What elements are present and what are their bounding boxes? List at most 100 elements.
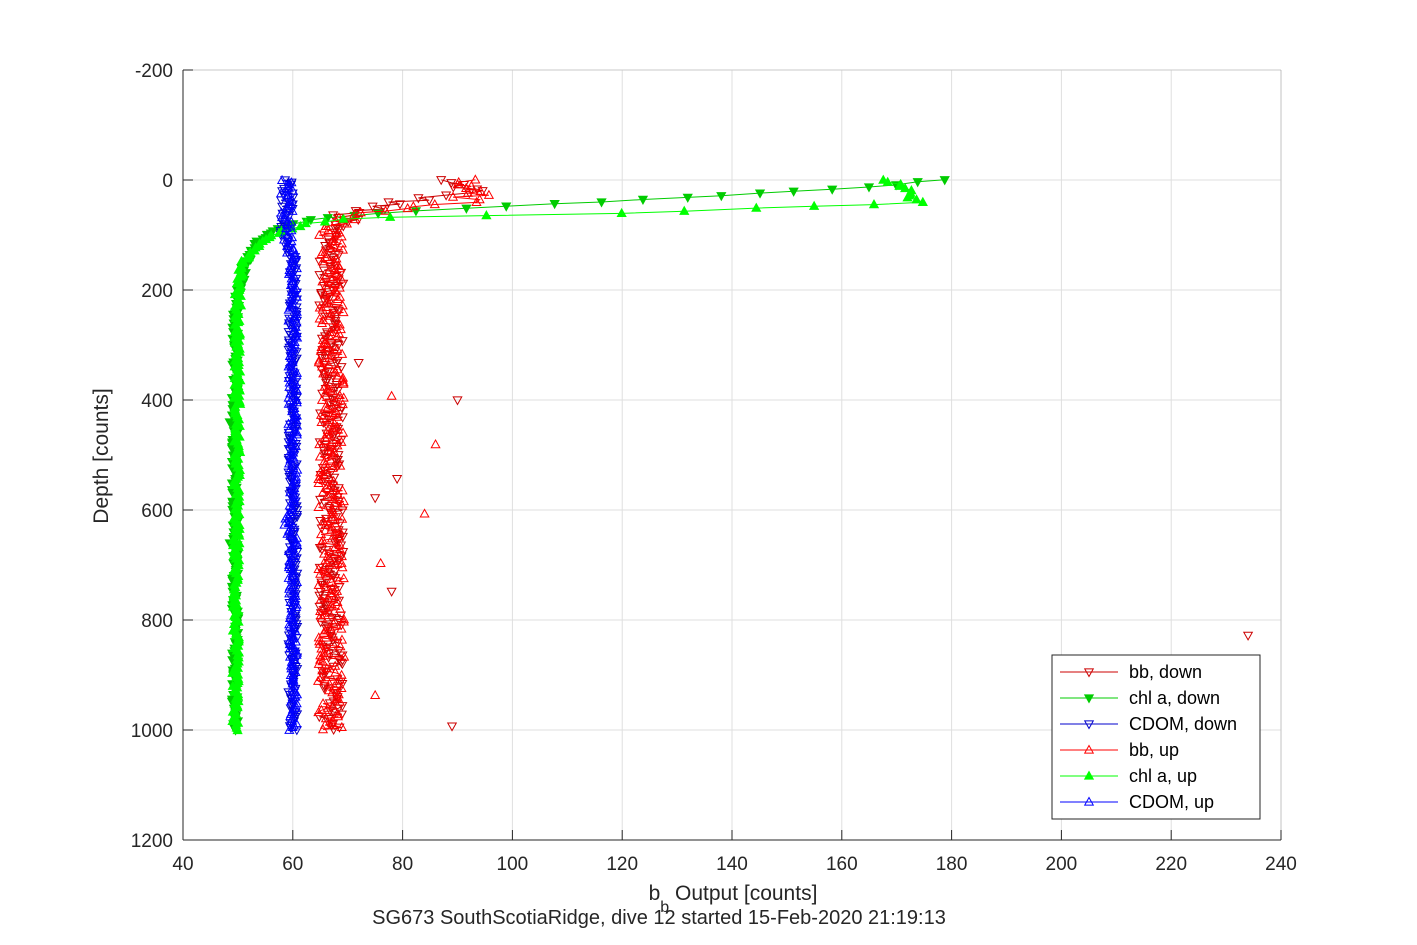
data-point xyxy=(330,667,341,677)
data-point xyxy=(320,401,331,411)
data-point xyxy=(289,251,300,261)
data-point xyxy=(286,199,297,209)
data-point xyxy=(288,432,299,442)
data-point xyxy=(336,682,347,693)
data-point xyxy=(335,603,346,613)
legend-item: CDOM, down xyxy=(1060,714,1237,734)
legend-item: CDOM, up xyxy=(1060,792,1214,812)
data-point xyxy=(312,675,324,685)
data-point xyxy=(276,174,288,185)
data-point xyxy=(315,568,326,578)
data-point xyxy=(338,279,349,289)
data-point xyxy=(291,429,302,439)
data-point xyxy=(917,196,928,206)
data-point xyxy=(283,268,295,278)
data-point xyxy=(324,621,335,631)
data-point xyxy=(549,200,560,210)
x-axis-title-subscript: b xyxy=(660,899,669,916)
data-point xyxy=(330,358,342,368)
data-point xyxy=(326,601,337,611)
data-point xyxy=(320,482,332,492)
data-point xyxy=(325,264,337,275)
data-point xyxy=(402,202,413,213)
data-point xyxy=(320,559,331,570)
data-point xyxy=(912,178,923,188)
data-point xyxy=(288,390,299,400)
data-point xyxy=(291,718,302,728)
data-point xyxy=(285,710,296,721)
data-point xyxy=(336,623,347,633)
data-point xyxy=(289,284,300,294)
x-tick-label: 40 xyxy=(172,854,193,875)
data-point xyxy=(283,315,294,325)
data-point xyxy=(286,469,297,479)
data-point xyxy=(320,519,331,530)
data-point xyxy=(334,530,345,541)
data-point xyxy=(315,650,326,660)
data-point xyxy=(911,194,922,204)
data-point xyxy=(282,237,294,248)
data-point xyxy=(289,336,300,346)
data-point xyxy=(336,348,348,358)
data-point xyxy=(287,614,299,624)
data-point xyxy=(331,330,343,340)
data-point xyxy=(313,579,324,589)
data-point xyxy=(452,179,463,189)
data-layer xyxy=(224,174,1254,736)
data-point xyxy=(328,630,339,640)
data-point-outlier xyxy=(353,358,364,369)
data-point xyxy=(335,460,346,470)
x-tick-label: 140 xyxy=(716,854,748,875)
data-point xyxy=(716,192,727,202)
data-point xyxy=(283,561,295,572)
data-point xyxy=(288,592,300,602)
data-point xyxy=(278,234,290,244)
data-point xyxy=(316,317,328,327)
data-point xyxy=(894,180,905,190)
data-point xyxy=(291,385,303,395)
legend: bb, down chl a, down CDOM, down bb, up chl a… xyxy=(1051,654,1261,820)
data-point xyxy=(316,394,328,404)
legend-label: CDOM, up xyxy=(1129,792,1214,812)
data-point xyxy=(318,469,330,479)
series-chl-a-up xyxy=(227,174,928,735)
data-point xyxy=(394,200,406,210)
data-point xyxy=(285,642,296,652)
data-point xyxy=(291,537,302,547)
data-point xyxy=(316,289,327,299)
data-point xyxy=(440,191,452,201)
data-point xyxy=(319,684,330,694)
data-point xyxy=(317,724,329,734)
data-point xyxy=(336,557,347,567)
data-point xyxy=(339,651,350,661)
y-tick-label: 1000 xyxy=(131,721,173,742)
data-point xyxy=(334,696,345,706)
data-point xyxy=(282,202,293,212)
data-point-outlier xyxy=(386,390,397,400)
data-point xyxy=(326,598,337,609)
data-point xyxy=(319,223,330,233)
data-point xyxy=(682,193,693,203)
data-point xyxy=(325,454,337,464)
data-point xyxy=(290,601,302,611)
data-point xyxy=(318,627,329,637)
y-tick-label: 200 xyxy=(141,281,173,302)
data-point xyxy=(284,634,295,644)
data-point xyxy=(316,671,327,682)
data-point xyxy=(338,614,350,624)
data-point xyxy=(283,372,294,382)
data-point xyxy=(280,222,292,232)
data-point xyxy=(327,511,339,521)
data-point xyxy=(902,192,913,202)
data-point xyxy=(285,445,297,455)
data-point xyxy=(317,276,328,286)
data-point xyxy=(808,200,820,210)
data-point xyxy=(323,224,334,234)
data-point xyxy=(318,282,329,292)
data-point xyxy=(320,576,331,586)
data-point xyxy=(316,643,327,653)
data-point xyxy=(341,218,353,228)
data-point xyxy=(277,218,288,228)
legend-marker xyxy=(1083,770,1095,780)
data-point xyxy=(285,433,296,443)
